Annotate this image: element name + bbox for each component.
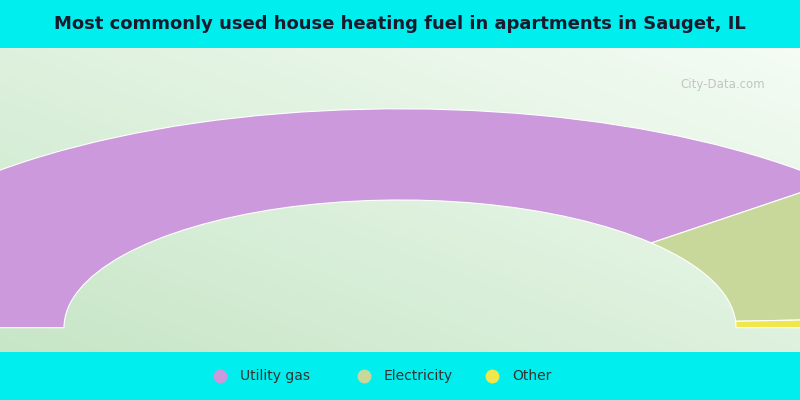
Text: Other: Other — [512, 369, 551, 383]
Wedge shape — [0, 109, 800, 328]
Text: Electricity: Electricity — [384, 369, 453, 383]
Wedge shape — [651, 182, 800, 321]
Wedge shape — [735, 317, 800, 328]
Text: Most commonly used house heating fuel in apartments in Sauget, IL: Most commonly used house heating fuel in… — [54, 15, 746, 33]
Text: Utility gas: Utility gas — [240, 369, 310, 383]
Text: City-Data.com: City-Data.com — [680, 78, 765, 91]
